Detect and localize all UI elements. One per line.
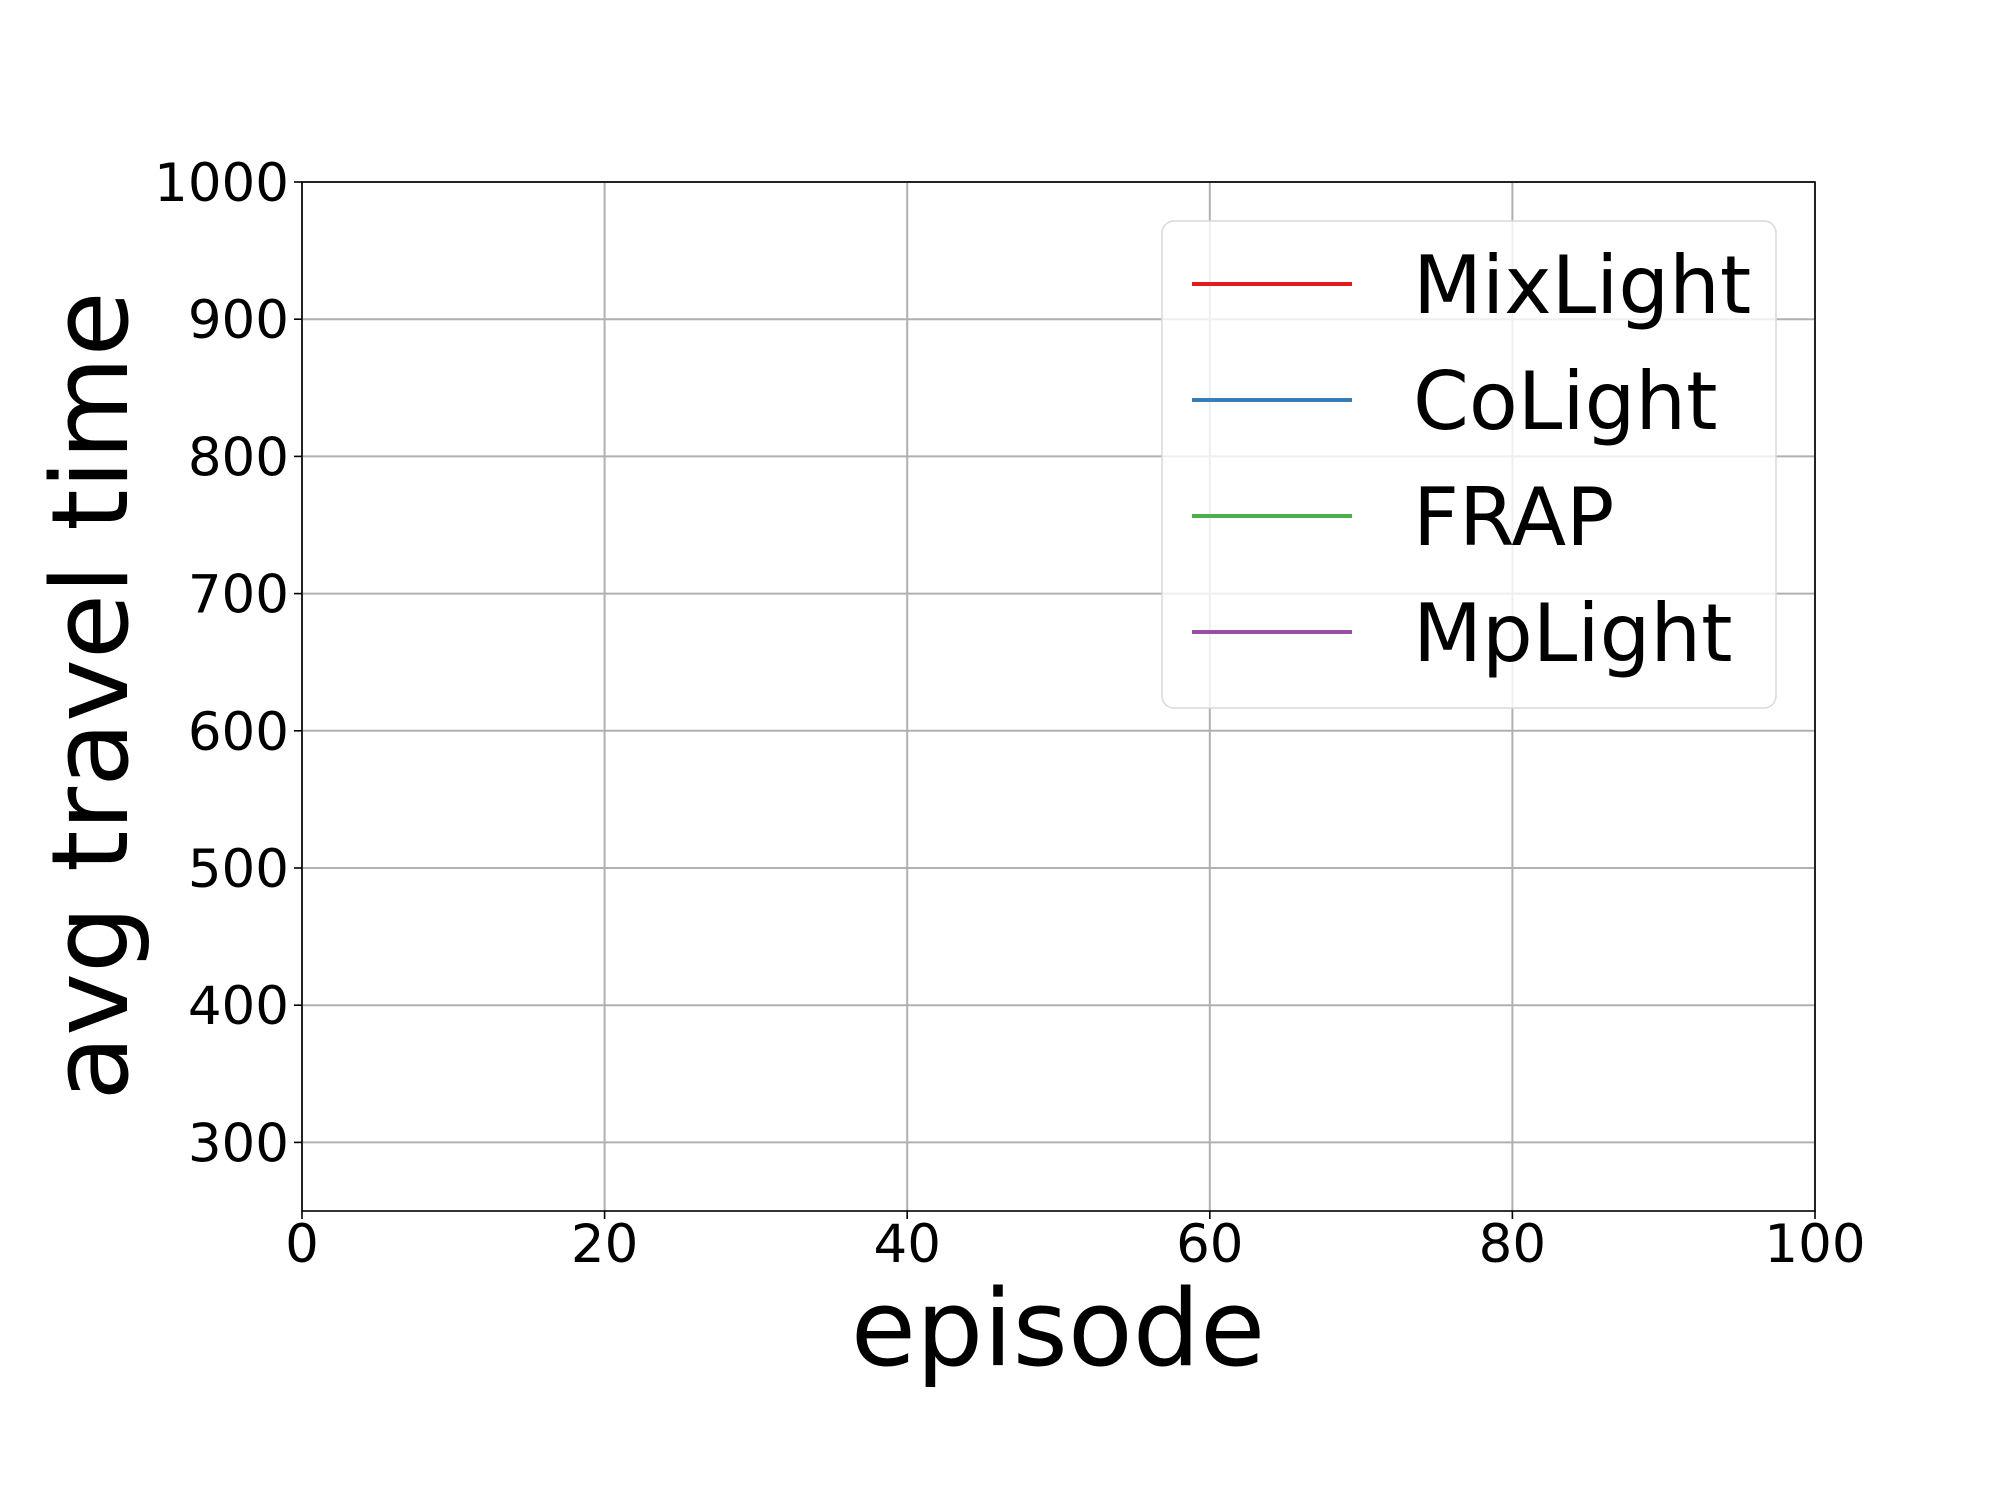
x-tick-label: 100 [1764,1214,1865,1275]
plot-frame [301,181,1816,1212]
legend: MixLight CoLight FRAP MpLight [1161,220,1777,709]
x-tick-label: 40 [873,1214,940,1275]
y-axis: 300 400 500 600 700 800 900 1000 [154,153,302,1174]
x-axis-title: episode [851,1267,1266,1390]
legend-label-colight: CoLight [1413,355,1717,448]
legend-label-mixlight: MixLight [1413,239,1751,332]
x-tick-label: 20 [571,1214,638,1275]
y-tick-label: 1000 [154,153,289,214]
y-tick-label: 500 [188,839,289,900]
y-tick-label: 300 [188,1113,289,1174]
y-tick-label: 400 [188,976,289,1037]
y-tick-label: 600 [188,702,289,763]
y-tick-label: 900 [188,290,289,351]
y-axis-title: avg travel time [29,291,152,1100]
legend-label-mplight: MpLight [1413,587,1732,680]
y-tick-label: 800 [188,427,289,488]
y-tick-label: 700 [188,565,289,626]
legend-box [1161,220,1777,709]
x-axis: 0 20 40 60 80 100 [285,1211,1866,1275]
legend-label-frap: FRAP [1413,471,1614,564]
x-tick-label: 60 [1176,1214,1243,1275]
x-tick-label: 80 [1479,1214,1546,1275]
x-tick-label: 0 [285,1214,319,1275]
